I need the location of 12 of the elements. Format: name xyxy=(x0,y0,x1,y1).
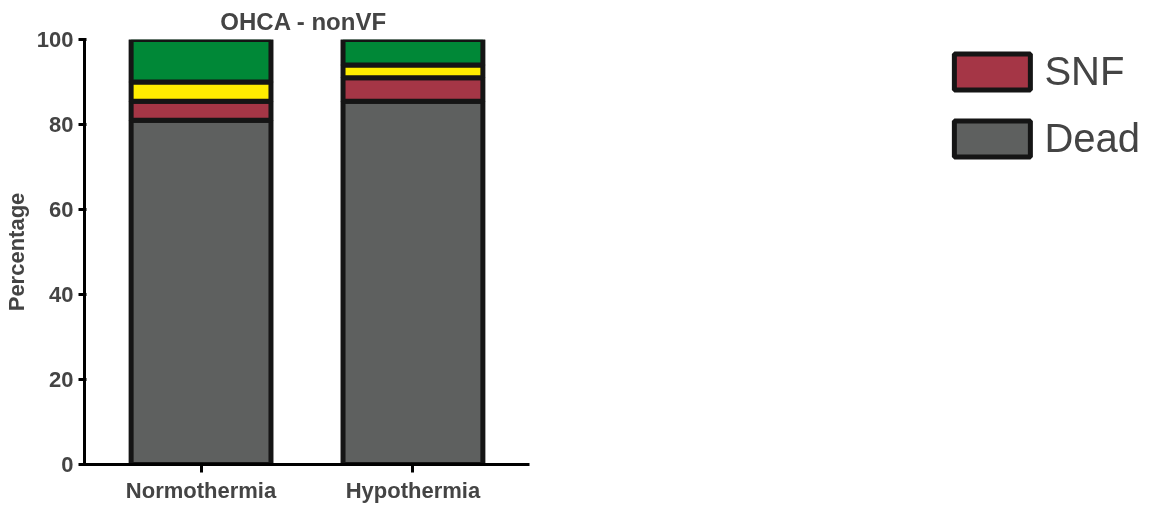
y-tick-label: 40 xyxy=(49,282,74,307)
y-axis-title: Percentage xyxy=(3,192,29,312)
y-tick-label: 20 xyxy=(49,367,74,392)
chart-title: OHCA - nonVF xyxy=(220,7,387,35)
y-tick-label: 0 xyxy=(61,452,74,477)
y-tick-label: 80 xyxy=(49,112,74,137)
y-tick-label: 100 xyxy=(36,27,74,52)
x-tick-label: Hypothermia xyxy=(345,477,481,503)
legend-label: Dead xyxy=(1044,116,1140,161)
legend-label: SNF xyxy=(1044,49,1125,94)
x-tick-label: Normothermia xyxy=(125,477,277,503)
y-tick-label: 60 xyxy=(49,197,74,222)
